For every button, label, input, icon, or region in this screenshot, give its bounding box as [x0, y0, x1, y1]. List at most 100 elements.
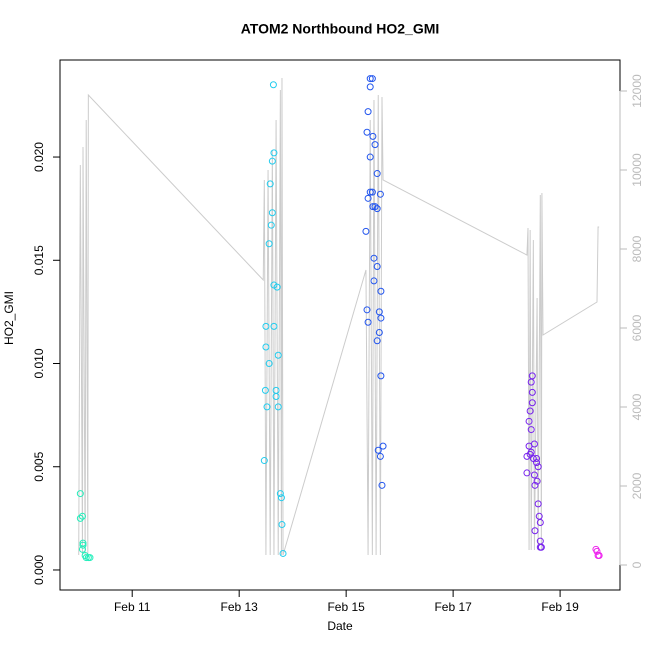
data-point [262, 322, 270, 330]
x-axis-label: Date [327, 619, 353, 633]
data-point [536, 543, 544, 551]
data-point [371, 141, 379, 149]
data-point [276, 490, 284, 498]
data-point [534, 463, 542, 471]
data-point [375, 329, 383, 337]
data-point [274, 403, 282, 411]
y-tick-label: 0.005 [32, 451, 46, 481]
data-point [523, 452, 531, 460]
data-point [262, 343, 270, 351]
data-point [366, 75, 374, 83]
data-point [268, 209, 276, 217]
data-point [533, 477, 541, 485]
data-point [366, 83, 374, 91]
data-point [373, 337, 381, 345]
data-point [527, 426, 535, 434]
y2-tick-label: 4000 [630, 393, 644, 420]
x-tick-label: Feb 17 [434, 600, 472, 614]
data-point [378, 481, 386, 489]
data-point [268, 157, 276, 165]
data-point [376, 190, 384, 198]
x-tick-label: Feb 13 [220, 600, 258, 614]
data-point [371, 203, 379, 211]
y2-tick-label: 2000 [630, 472, 644, 499]
x-tick-label: Feb 11 [114, 600, 151, 614]
y-tick-label: 0.000 [32, 555, 46, 585]
data-point [528, 388, 536, 396]
data-point [530, 471, 538, 479]
data-point [279, 549, 287, 557]
data-point [273, 283, 281, 291]
data-point [265, 360, 273, 368]
y2-tick-label: 12000 [630, 74, 644, 108]
data-point [260, 457, 268, 465]
data-point [368, 75, 376, 83]
data-point [82, 554, 90, 562]
data-point [265, 240, 273, 248]
data-point [78, 512, 86, 520]
data-point [261, 386, 269, 394]
data-point [534, 500, 542, 508]
data-point [377, 372, 385, 380]
data-point [526, 407, 534, 415]
data-point [369, 132, 377, 140]
data-point [377, 314, 385, 322]
data-point [78, 545, 86, 553]
data-point [533, 459, 541, 467]
chart-title: ATOM2 Northbound HO2_GMI [241, 21, 440, 37]
y2-tick-label: 8000 [630, 235, 644, 262]
data-point [595, 552, 603, 560]
y-tick-label: 0.020 [32, 142, 46, 172]
data-point [263, 403, 271, 411]
data-point [76, 490, 84, 498]
altitude-line [78, 78, 600, 556]
data-point [373, 262, 381, 270]
data-point [366, 188, 374, 196]
data-point [76, 514, 84, 522]
data-point [369, 203, 377, 211]
data-point [525, 417, 533, 425]
y-tick-label: 0.015 [32, 245, 46, 275]
data-point [274, 351, 282, 359]
data-point [363, 306, 371, 314]
data-point [363, 128, 371, 136]
data-point [370, 254, 378, 262]
data-point [370, 277, 378, 285]
data-point [375, 308, 383, 316]
data-point [79, 541, 87, 549]
y2-tick-label: 6000 [630, 314, 644, 341]
data-point [266, 180, 274, 188]
data-point [277, 494, 285, 502]
data-point [270, 149, 278, 157]
data-point [373, 205, 381, 213]
y2-tick-label: 10000 [630, 153, 644, 187]
y-axis-label: HO2_GMI [2, 291, 16, 345]
data-point [364, 318, 372, 326]
data-point [376, 452, 384, 460]
data-point [267, 221, 275, 229]
data-point [362, 227, 370, 235]
data-point [533, 454, 541, 462]
data-point [523, 469, 531, 477]
y-tick-label: 0.010 [32, 348, 46, 378]
data-point [270, 322, 278, 330]
data-point [528, 399, 536, 407]
x-tick-label: Feb 19 [541, 600, 579, 614]
data-point [368, 188, 376, 196]
data-point [536, 518, 544, 526]
data-point [593, 547, 601, 555]
data-point [527, 378, 535, 386]
data-point [373, 170, 381, 178]
x-tick-label: Feb 15 [327, 600, 365, 614]
data-point [379, 442, 387, 450]
data-point [530, 440, 538, 448]
data-point [86, 554, 94, 562]
data-point [377, 287, 385, 295]
data-point [278, 521, 286, 529]
data-point [364, 108, 372, 116]
data-point [272, 393, 280, 401]
data-point [531, 527, 539, 535]
data-point [364, 194, 372, 202]
